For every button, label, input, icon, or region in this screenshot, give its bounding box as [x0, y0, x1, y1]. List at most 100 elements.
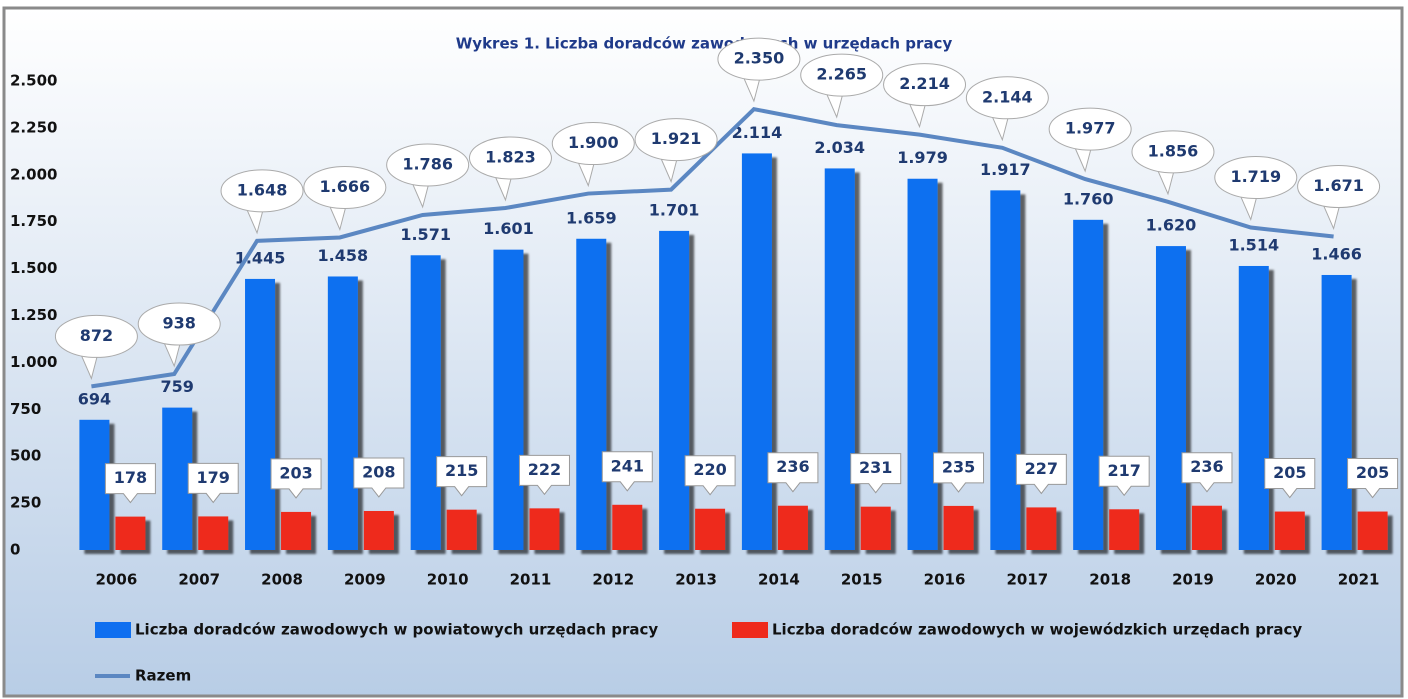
label-bubble [800, 53, 884, 97]
data-label: 2.350 [734, 49, 785, 68]
data-label: 1.917 [980, 160, 1031, 179]
x-tick-label: 2010 [427, 571, 469, 589]
label-callout [1015, 453, 1067, 495]
data-label: 178 [114, 468, 147, 487]
data-label: 2.034 [814, 138, 865, 157]
data-label: 205 [1356, 463, 1389, 482]
label-bubble [717, 37, 801, 81]
chart-background [2, 6, 1404, 698]
label-callout [684, 455, 736, 496]
bar [1155, 246, 1186, 550]
data-label: 1.856 [1148, 141, 1199, 160]
label-bubble [303, 165, 387, 209]
data-label: 1.671 [1313, 176, 1364, 195]
data-label: 215 [445, 461, 478, 480]
y-tick-label: 1.500 [10, 259, 57, 277]
x-tick-label: 2015 [841, 571, 883, 589]
data-label: 1.977 [1065, 119, 1116, 138]
data-label: 1.458 [318, 246, 369, 265]
x-tick-label: 2018 [1089, 571, 1131, 589]
bar [612, 504, 643, 550]
data-label: 1.648 [237, 180, 288, 199]
bar [410, 255, 441, 550]
label-bubble [137, 302, 221, 346]
x-tick-label: 2019 [1172, 571, 1214, 589]
bar [824, 168, 855, 550]
bar [1357, 511, 1388, 550]
label-bubble [634, 118, 718, 162]
bar [327, 276, 358, 550]
bar [777, 505, 808, 550]
x-tick-label: 2021 [1338, 571, 1380, 589]
x-tick-label: 2012 [592, 571, 634, 589]
y-tick-label: 1.750 [10, 212, 57, 230]
data-label: 217 [1107, 461, 1140, 480]
bar [1026, 507, 1057, 550]
y-tick-label: 2.000 [10, 165, 57, 183]
bar [659, 230, 690, 550]
label-callout [104, 463, 156, 504]
data-label: 235 [942, 457, 975, 476]
data-label: 1.921 [651, 129, 702, 148]
label-bubble [54, 314, 138, 358]
data-label: 2.114 [732, 123, 783, 142]
label-callout [270, 458, 322, 499]
data-label: 1.900 [568, 133, 619, 152]
bar [990, 190, 1021, 551]
x-tick-label: 2013 [675, 571, 717, 589]
bar [162, 407, 193, 550]
data-label: 220 [693, 460, 726, 479]
data-label: 1.514 [1228, 235, 1279, 254]
bar [1238, 265, 1269, 550]
label-bubble [468, 136, 552, 180]
legend-label: Liczba doradców zawodowych w powiatowych… [135, 621, 658, 639]
data-label: 1.979 [897, 148, 948, 167]
bar [529, 508, 560, 550]
data-label: 236 [1190, 457, 1223, 476]
x-tick-label: 2016 [924, 571, 966, 589]
label-bubble [220, 169, 304, 213]
y-tick-label: 2.500 [10, 72, 57, 90]
y-tick-label: 1.250 [10, 306, 57, 324]
legend-label: Razem [135, 667, 191, 685]
bar [115, 516, 146, 550]
bar [907, 178, 938, 550]
label-callout [436, 456, 488, 497]
bar [943, 505, 974, 550]
data-label: 1.659 [566, 208, 617, 227]
label-callout [353, 457, 405, 498]
data-label: 231 [859, 458, 892, 477]
label-bubble [1214, 156, 1298, 200]
y-tick-label: 500 [10, 447, 41, 465]
data-label: 1.601 [483, 219, 534, 238]
data-label: 1.571 [400, 225, 451, 244]
y-tick-label: 750 [10, 400, 41, 418]
data-label: 1.466 [1311, 244, 1362, 263]
label-bubble [551, 122, 635, 166]
data-label: 938 [163, 314, 196, 333]
label-bubble [386, 143, 470, 187]
x-tick-label: 2017 [1006, 571, 1048, 589]
data-label: 203 [279, 463, 312, 482]
bar [860, 506, 891, 550]
y-tick-label: 250 [10, 494, 41, 512]
data-label: 236 [776, 457, 809, 476]
x-tick-label: 2009 [344, 571, 386, 589]
y-tick-label: 1.000 [10, 353, 57, 371]
data-label: 179 [197, 468, 230, 487]
x-tick-label: 2007 [178, 571, 220, 589]
data-label: 1.823 [485, 148, 536, 167]
bar [1073, 219, 1104, 550]
bar [1109, 509, 1140, 550]
label-callout [518, 454, 570, 496]
bar [1321, 274, 1352, 550]
data-label: 241 [611, 456, 644, 475]
legend-swatch [732, 622, 768, 638]
data-label: 227 [1025, 459, 1058, 478]
label-bubble [883, 63, 967, 107]
label-callout [1181, 452, 1233, 493]
x-tick-label: 2011 [510, 571, 552, 589]
label-bubble [1131, 130, 1215, 174]
data-label: 694 [78, 389, 111, 408]
